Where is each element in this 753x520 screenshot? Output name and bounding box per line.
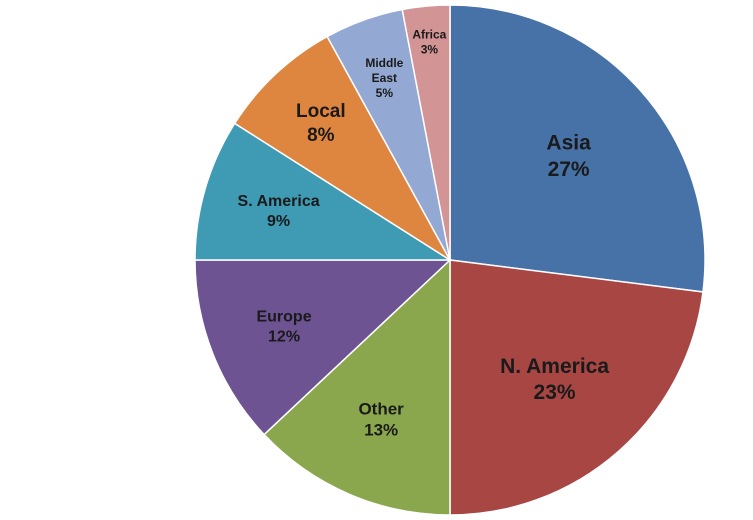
pie-label-n-america: N. America 23%	[500, 355, 609, 404]
pie-label-europe: Europe 12%	[256, 308, 311, 345]
slice-name: Middle	[365, 56, 403, 70]
pie-label-local: Local 8%	[296, 101, 346, 146]
pie-label-africa: Africa 3%	[412, 27, 446, 56]
slice-name: Asia	[546, 132, 591, 155]
pie-label-other: Other 13%	[358, 399, 404, 439]
pie-slice-asia	[449, 4, 706, 293]
slice-percent: 8%	[307, 125, 335, 146]
slice-percent: 27%	[548, 158, 590, 181]
slice-name: S. America	[238, 193, 320, 210]
pie-slice-africa	[401, 4, 451, 261]
pie-slice-europe	[194, 259, 452, 436]
pie-slice-n-america	[449, 259, 704, 516]
pie-slice-s-america	[194, 122, 453, 261]
pie-slices	[194, 4, 706, 516]
slice-percent: 9%	[267, 213, 290, 230]
slice-name: Local	[296, 101, 346, 122]
slice-percent: 12%	[268, 328, 300, 345]
pie-label-asia: Asia 27%	[546, 132, 591, 181]
pie-label-middle-east: Middle East 5%	[365, 56, 403, 100]
slice-name: Africa	[412, 27, 446, 41]
slice-percent: 13%	[364, 421, 398, 440]
slice-percent: 23%	[534, 381, 576, 404]
slice-name: Other	[358, 399, 404, 418]
slice-percent: 5%	[376, 86, 394, 100]
pie-label-s-america: S. America 9%	[238, 193, 320, 230]
slice-name: N. America	[500, 355, 609, 378]
slice-percent: 3%	[421, 42, 439, 56]
pie-labels: Asia 27% N. America 23% Other 13% Europe 12% S. …	[238, 27, 610, 439]
pie-slice-local	[233, 35, 451, 261]
slice-name: East	[372, 71, 397, 85]
pie-slice-other	[263, 258, 451, 516]
slice-name: Europe	[256, 308, 311, 325]
